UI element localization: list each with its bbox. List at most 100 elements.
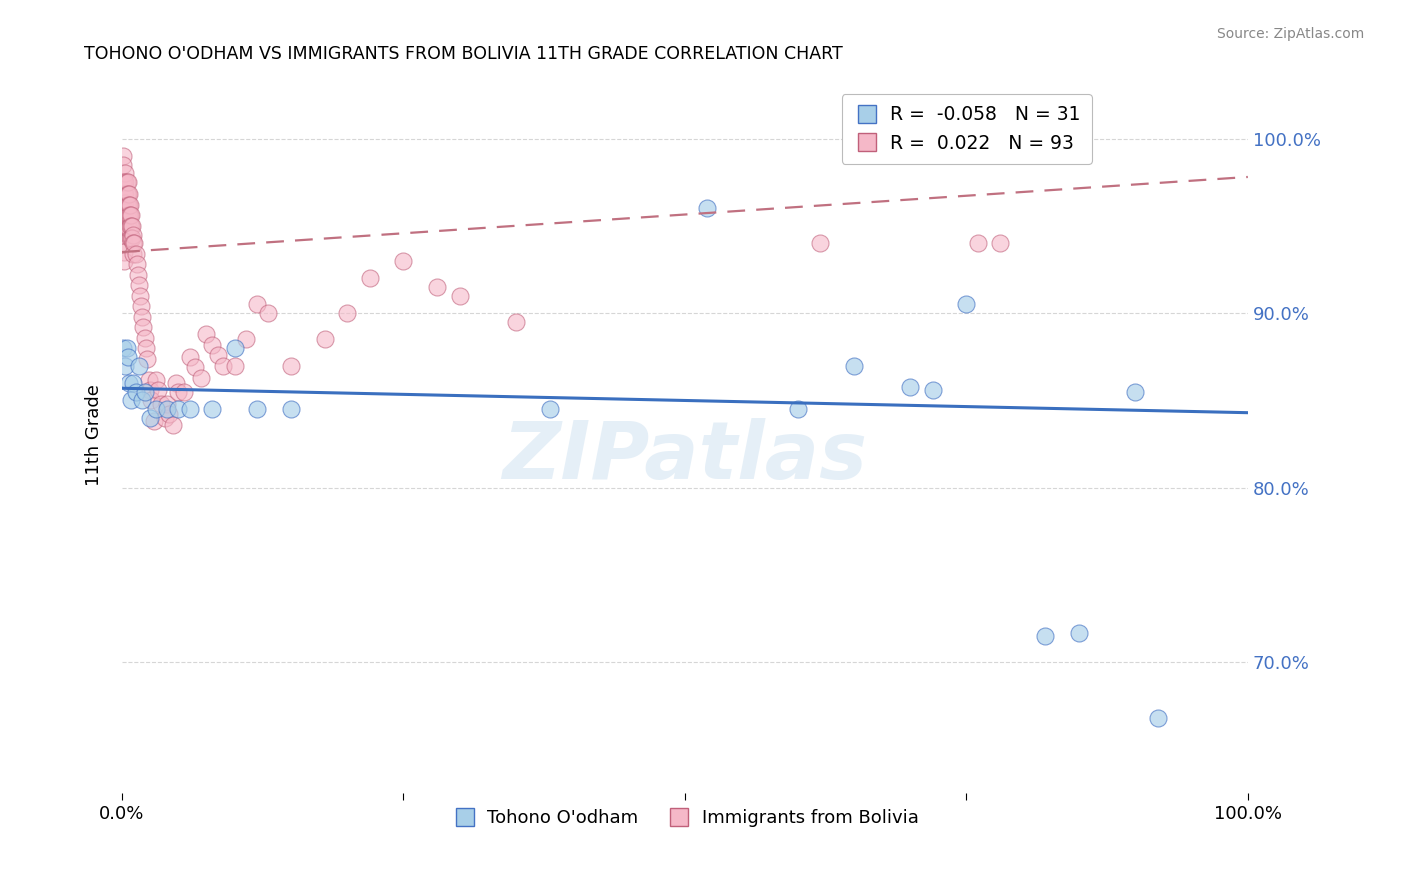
Text: ZIPatlas: ZIPatlas — [502, 417, 868, 496]
Point — [988, 236, 1011, 251]
Point — [127, 268, 149, 282]
Point — [118, 187, 141, 202]
Point — [118, 219, 141, 233]
Point — [124, 236, 146, 251]
Point — [112, 253, 135, 268]
Point — [212, 359, 235, 373]
Point — [207, 348, 229, 362]
Point — [165, 376, 187, 390]
Point — [118, 198, 141, 212]
Point — [392, 253, 415, 268]
Text: Source: ZipAtlas.com: Source: ZipAtlas.com — [1216, 27, 1364, 41]
Point — [246, 297, 269, 311]
Point — [117, 187, 139, 202]
Point — [167, 402, 190, 417]
Point — [955, 297, 977, 311]
Point — [115, 341, 138, 355]
Point — [538, 402, 561, 417]
Point — [201, 402, 224, 417]
Point — [112, 245, 135, 260]
Point — [112, 219, 135, 233]
Point — [114, 187, 136, 202]
Point — [696, 202, 718, 216]
Point — [1123, 384, 1146, 399]
Point — [314, 332, 336, 346]
Point — [122, 376, 145, 390]
Point — [1033, 629, 1056, 643]
Point — [162, 417, 184, 432]
Point — [117, 350, 139, 364]
Point — [150, 397, 173, 411]
Point — [842, 359, 865, 373]
Point — [120, 208, 142, 222]
Point — [145, 372, 167, 386]
Point — [114, 196, 136, 211]
Point — [112, 341, 135, 355]
Point — [257, 306, 280, 320]
Point — [112, 149, 135, 163]
Point — [112, 187, 135, 202]
Point — [132, 320, 155, 334]
Point — [505, 315, 527, 329]
Point — [112, 175, 135, 189]
Point — [336, 306, 359, 320]
Point — [120, 219, 142, 233]
Point — [134, 384, 156, 399]
Point — [121, 219, 143, 233]
Point — [115, 187, 138, 202]
Point — [224, 341, 246, 355]
Point — [235, 332, 257, 346]
Point — [156, 397, 179, 411]
Point — [118, 220, 141, 235]
Point — [280, 402, 302, 417]
Point — [157, 408, 180, 422]
Point — [115, 198, 138, 212]
Point — [112, 202, 135, 216]
Point — [117, 208, 139, 222]
Point — [129, 289, 152, 303]
Point — [118, 208, 141, 222]
Point — [128, 359, 150, 373]
Point — [129, 299, 152, 313]
Point — [112, 196, 135, 211]
Point — [120, 231, 142, 245]
Point — [184, 360, 207, 375]
Point — [145, 402, 167, 417]
Point — [122, 247, 145, 261]
Point — [121, 231, 143, 245]
Point — [153, 411, 176, 425]
Point — [117, 198, 139, 212]
Point — [125, 257, 148, 271]
Point — [359, 271, 381, 285]
Point — [139, 411, 162, 425]
Point — [135, 341, 157, 355]
Point — [122, 227, 145, 242]
Point — [449, 289, 471, 303]
Point — [966, 236, 988, 251]
Point — [112, 158, 135, 172]
Point — [426, 280, 449, 294]
Point — [1146, 711, 1168, 725]
Point — [124, 247, 146, 261]
Point — [921, 383, 943, 397]
Point — [146, 383, 169, 397]
Point — [120, 393, 142, 408]
Point — [280, 359, 302, 373]
Point — [786, 402, 808, 417]
Point — [118, 376, 141, 390]
Point — [134, 330, 156, 344]
Point — [195, 327, 218, 342]
Point — [167, 384, 190, 399]
Point — [201, 337, 224, 351]
Point — [124, 384, 146, 399]
Point — [118, 208, 141, 222]
Point — [118, 231, 141, 245]
Point — [114, 166, 136, 180]
Point — [112, 175, 135, 189]
Point — [114, 359, 136, 373]
Point — [135, 351, 157, 366]
Y-axis label: 11th Grade: 11th Grade — [86, 384, 103, 486]
Point — [118, 198, 141, 212]
Point — [179, 402, 201, 417]
Point — [114, 175, 136, 189]
